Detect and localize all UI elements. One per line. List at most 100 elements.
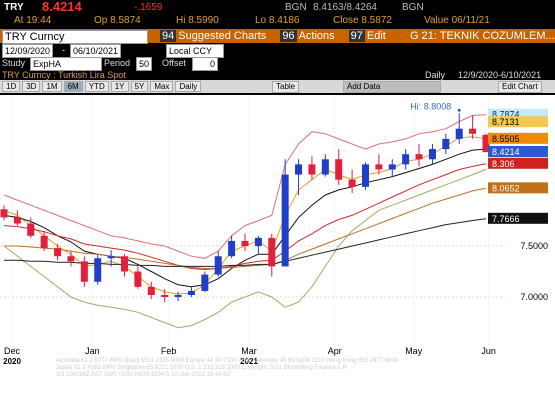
menu-number[interactable]: 96 (280, 30, 297, 42)
menu[interactable]: 96 Actions (280, 30, 335, 42)
price-tag-label: 8.7131 (492, 117, 520, 127)
add-data[interactable]: Add Data (343, 81, 441, 93)
candle-body (388, 164, 396, 170)
price-tag-label: 8.7874 (492, 110, 520, 120)
candle-body (428, 149, 436, 160)
candle-body (375, 164, 383, 170)
security-name: TRY Curncy : Turkish Lira Spot (2, 70, 126, 80)
period-button[interactable]: Max (150, 81, 174, 92)
x-tick-label: Apr (328, 346, 342, 356)
footer: Australia 61 2 9777 8600 Brazil 5511 239… (56, 358, 398, 379)
price-tag-label: 8.5505 (492, 134, 520, 144)
y-tick-label: 7.0000 (520, 292, 548, 302)
study-line (3, 114, 487, 259)
price-tag (488, 157, 548, 169)
security-input[interactable]: TRY Curncy (2, 30, 148, 44)
edit-chart[interactable]: Edit Chart (498, 81, 542, 93)
ticker: TRY (4, 2, 24, 13)
y-tick-label: 7.5000 (520, 241, 548, 251)
offset-label: Offset (162, 58, 186, 68)
period-button[interactable]: YTD (84, 81, 109, 92)
offset[interactable]: 0 (192, 57, 218, 71)
bid-source: BGN (285, 2, 307, 13)
period-button[interactable]: 1D (2, 81, 21, 92)
period-button[interactable]: 1M (42, 81, 62, 92)
x-tick-label: Feb (161, 346, 177, 356)
candle-body (54, 248, 62, 257)
study-label: Study (2, 58, 26, 68)
footer-line: Australia 61 2 9777 8600 Brazil 5511 239… (56, 358, 399, 364)
x-tick-label: May (405, 346, 423, 356)
menu-label[interactable]: Actions (298, 30, 335, 42)
candle-body (321, 159, 329, 175)
price-tag (488, 212, 548, 224)
candle-body (27, 223, 35, 236)
study-name[interactable]: ExpHA (30, 57, 102, 71)
menu-label[interactable]: Suggested Charts (178, 30, 267, 42)
footer-line: SN 106286Z AST GMT+3:00 H920-1594-5 10-J… (56, 372, 230, 378)
menu[interactable]: 97 Edit (348, 30, 386, 42)
frequency: Daily (425, 70, 446, 80)
menu[interactable]: 94 Suggested Charts (160, 30, 266, 42)
high-marker (457, 108, 461, 112)
open: Op 8.5874 (94, 15, 141, 26)
period[interactable]: 50 (136, 57, 153, 71)
menu-row: 94 Suggested Charts 96 Actions 97 Edit (160, 30, 400, 42)
menu-number[interactable]: 94 (160, 30, 177, 42)
x-tick-label: Mar (241, 346, 257, 356)
price-tag (488, 108, 548, 120)
candle-body (335, 159, 343, 180)
date-sep: - (62, 45, 65, 55)
date-range: 12/9/2020-6/10/2021 (458, 70, 542, 80)
price-tag-label: 8.306 (492, 159, 515, 169)
period-button[interactable]: 1Y (110, 81, 129, 92)
candle-body (107, 256, 115, 259)
candle-body (40, 235, 48, 249)
period-buttons: 1D 3D 1M 6M YTD 1Y 5Y Max Daily (2, 81, 203, 93)
price-tag-label: 7.7666 (492, 214, 520, 224)
year-label: 2020 (3, 357, 21, 366)
period-label: Period (104, 58, 131, 68)
candle-body (134, 271, 142, 287)
ask-source: BGN (402, 2, 424, 13)
period-button[interactable]: 6M (63, 81, 83, 92)
candle-body (187, 290, 195, 295)
table-button[interactable]: Table (272, 81, 300, 93)
candle-body (201, 274, 209, 291)
high: Hi 8.5990 (176, 15, 219, 26)
start-date[interactable]: 12/09/2020 (2, 44, 54, 58)
menu-number[interactable]: 97 (348, 30, 365, 42)
candle-body (268, 237, 276, 267)
period-button[interactable]: 5Y (130, 81, 149, 92)
low: Lo 8.4186 (255, 15, 300, 26)
menu-label[interactable]: Edit (366, 30, 386, 42)
period-button[interactable]: 3D (22, 81, 41, 92)
axis-area (0, 345, 555, 400)
year-label: 2021 (240, 357, 258, 366)
period-button[interactable]: Daily (175, 81, 202, 92)
candle-body (121, 256, 128, 272)
price-tag (488, 146, 548, 157)
candle-body (308, 164, 316, 175)
price-tag (488, 132, 548, 144)
candle-body (442, 138, 450, 150)
page-title: G 21: TEKNIK COZUMLEM... (410, 30, 555, 42)
candle-body (228, 240, 236, 257)
high-annotation: Hi: 8.8008 (410, 101, 451, 111)
candle-body (161, 295, 169, 298)
x-tick-label: Dec (4, 346, 21, 356)
price-tag (488, 116, 548, 128)
x-tick-label: Jun (481, 346, 496, 356)
candle-body (94, 258, 102, 282)
study-line (4, 187, 487, 269)
candle-body (281, 174, 289, 267)
candle-body (482, 134, 490, 153)
candle-body (455, 128, 463, 139)
candle-body (402, 154, 410, 165)
candle-body (67, 256, 75, 262)
candle-body (241, 240, 249, 247)
candle-body (295, 164, 303, 175)
price-tag (488, 182, 548, 194)
candle-body (174, 295, 182, 298)
